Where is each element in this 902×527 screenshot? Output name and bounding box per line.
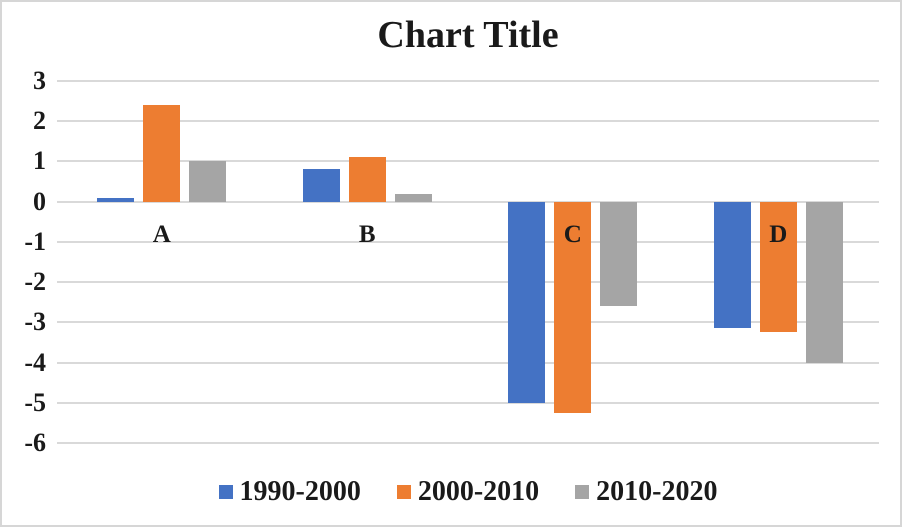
bar-2000-2010-A[interactable] [143,105,181,202]
legend-swatch-icon [575,485,590,499]
legend-label: 2010-2020 [596,476,718,507]
bar-2000-2010-C[interactable] [554,201,592,413]
bar-2000-2010-B[interactable] [348,157,386,202]
gridline--4 [57,361,879,364]
bar-1990-2000-B[interactable] [302,169,340,202]
legend-item-2000-2010[interactable]: 2000-2010 [396,476,540,508]
y-tick-label-3: 3 [33,66,46,95]
y-tick-label-0: 0 [33,186,46,216]
bar-2010-2020-D[interactable] [805,201,843,363]
bar-2010-2020-C[interactable] [600,201,638,307]
legend-item-2010-2020[interactable]: 2010-2020 [575,476,717,508]
bar-1990-2000-D[interactable] [713,201,751,329]
y-tick-label--6: -6 [24,428,46,457]
y-tick-label--5: -5 [24,387,46,417]
plot-area: 3 2 1 0 -1 -2 -3 -4 -5 -6 A B C D [24,68,879,456]
bar-2010-2020-B[interactable] [394,193,432,202]
legend-label: 2000-2010 [417,476,540,507]
category-label-C: C [563,220,582,248]
gridline--5 [57,401,879,404]
y-tick-label-1: 1 [33,146,46,176]
y-tick-label--4: -4 [24,347,46,377]
legend: 1990-2000 2000-2010 2010-2020 [57,476,879,508]
y-tick-label--3: -3 [24,307,46,337]
gridline-2 [57,120,879,123]
y-tick-label--1: -1 [24,226,46,256]
legend-item-1990-2000[interactable]: 1990-2000 [218,476,361,508]
bar-2000-2010-D[interactable] [759,201,797,333]
category-label-D: D [769,220,788,248]
gridline--1 [57,240,879,243]
gridline--3 [57,321,879,324]
category-label-A: A [152,220,171,248]
gridline-3 [57,80,879,82]
gridline-1 [57,160,879,163]
legend-swatch-icon [396,485,411,499]
gridline--6 [57,442,879,444]
bar-2010-2020-A[interactable] [189,161,227,202]
gridline-0 [57,200,879,203]
chart-title: Chart Title [377,14,559,56]
category-label-B: B [358,220,376,248]
legend-label: 1990-2000 [239,476,361,507]
y-tick-label-2: 2 [33,106,46,136]
bar-1990-2000-A[interactable] [97,197,135,202]
gridline--2 [57,281,879,284]
y-tick-label--2: -2 [24,267,46,297]
legend-swatch-icon [218,485,233,499]
bar-1990-2000-C[interactable] [508,201,546,403]
